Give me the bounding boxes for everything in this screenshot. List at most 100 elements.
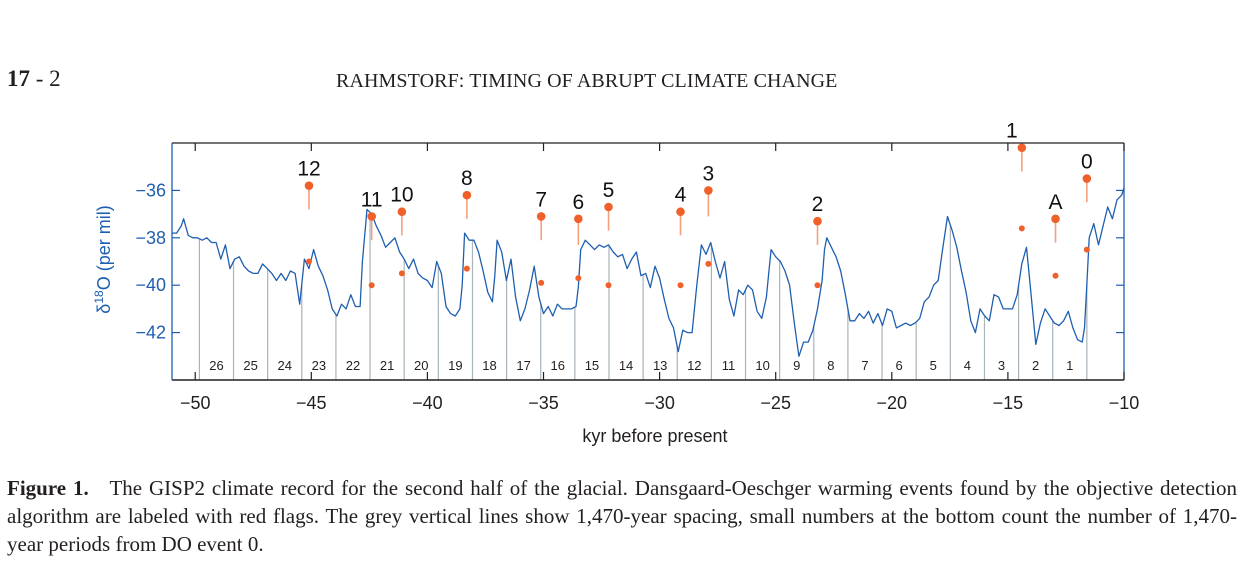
page-number-separator: -	[30, 66, 50, 91]
event-label: 7	[535, 188, 547, 211]
flag-head	[813, 216, 822, 226]
event-label: 3	[703, 162, 715, 185]
period-count-label: 5	[930, 358, 937, 373]
x-tick-label: −50	[180, 393, 211, 413]
x-tick-label: −45	[296, 393, 327, 413]
event-label: 5	[603, 179, 615, 202]
period-count-label: 14	[619, 358, 633, 373]
flag-midpoint	[1018, 225, 1025, 232]
flag-head	[704, 186, 713, 195]
page-number-bold: 17	[7, 66, 30, 91]
period-count-label: 20	[414, 358, 428, 373]
flag-head	[1017, 143, 1027, 153]
flag-midpoint	[368, 282, 375, 289]
event-label: 8	[461, 167, 473, 190]
period-count-label: 18	[482, 358, 496, 373]
event-label: 2	[812, 193, 824, 216]
flag-head	[304, 181, 314, 190]
y-axis-ticks: −36 −38 −40 −42	[135, 180, 1124, 343]
x-tick-label: −30	[644, 393, 675, 413]
series-line-gisp2	[172, 187, 1125, 357]
flag-midpoint	[1052, 272, 1059, 279]
y-tick-label: −38	[135, 228, 166, 248]
period-count-label: 1	[1066, 358, 1073, 373]
flag-midpoint	[705, 260, 712, 267]
event-flag-10: 10	[390, 184, 414, 277]
x-axis-label: kyr before present	[582, 426, 727, 446]
event-label: 10	[390, 184, 413, 207]
page-number: 17 - 2	[7, 66, 61, 92]
x-tick-label: −40	[412, 393, 443, 413]
period-count-label: 17	[516, 358, 530, 373]
event-flag-2: 2	[812, 193, 824, 289]
y-axis-label-rest: O (per mil)	[94, 205, 114, 290]
period-count-label: 13	[653, 358, 667, 373]
figure-caption: Figure 1. The GISP2 climate record for t…	[7, 474, 1237, 558]
y-axis-label: δ18O (per mil)	[92, 205, 114, 313]
flag-head	[1051, 214, 1060, 224]
plot-frame	[171, 142, 1125, 381]
period-count-label: 6	[896, 358, 903, 373]
period-count-label: 12	[687, 358, 701, 373]
event-flag-3: 3	[703, 162, 715, 267]
x-tick-label: −20	[877, 393, 908, 413]
flag-head	[676, 207, 685, 217]
period-count-label: 21	[380, 358, 394, 373]
event-label: 1	[1006, 120, 1018, 143]
page-number-sub: 2	[49, 66, 61, 91]
event-label: 4	[675, 184, 687, 207]
flag-head	[397, 207, 407, 217]
flag-head	[604, 202, 613, 212]
event-label: A	[1048, 191, 1062, 214]
period-count-label: 19	[448, 358, 462, 373]
event-flag-1: 1	[1006, 120, 1027, 232]
caption-label: Figure 1.	[7, 476, 89, 500]
period-count-label: 10	[755, 358, 769, 373]
flag-midpoint	[538, 279, 545, 286]
running-head: RAHMSTORF: TIMING OF ABRUPT CLIMATE CHAN…	[336, 70, 838, 92]
event-label: 6	[572, 191, 584, 214]
event-flag-6: 6	[572, 191, 584, 282]
period-count-label: 26	[209, 358, 223, 373]
flag-head	[1082, 174, 1092, 183]
flag-midpoint	[463, 265, 470, 272]
event-flag-A: A	[1048, 191, 1063, 279]
flag-midpoint	[575, 275, 582, 282]
x-tick-label: −25	[760, 393, 791, 413]
event-flag-7: 7	[535, 188, 547, 286]
x-tick-label: −10	[1109, 393, 1140, 413]
y-axis-label-sup: 18	[92, 290, 106, 304]
period-count-label: 15	[585, 358, 599, 373]
flag-midpoint	[677, 282, 684, 289]
period-count-label: 2	[1032, 358, 1039, 373]
period-count-label: 9	[793, 358, 800, 373]
flag-midpoint	[605, 282, 612, 289]
period-lines	[198, 212, 1088, 380]
period-count-label: 23	[312, 358, 326, 373]
period-count-label: 8	[827, 358, 834, 373]
y-axis-label-delta: δ	[94, 304, 114, 314]
flag-midpoint	[398, 270, 405, 277]
event-label: 12	[297, 158, 320, 181]
flag-head	[462, 190, 472, 200]
period-count-label: 7	[861, 358, 868, 373]
event-flag-4: 4	[675, 184, 687, 289]
event-label: 11	[361, 188, 383, 211]
period-count-label: 3	[998, 358, 1005, 373]
period-count-label: 11	[722, 358, 736, 373]
flag-head	[367, 212, 376, 221]
event-flag-5: 5	[603, 179, 615, 289]
period-count-label: 4	[964, 358, 971, 373]
x-axis-ticks: −50 −45 −40 −35 −30 −25 −20 −15 −10	[180, 143, 1139, 413]
period-count-label: 25	[243, 358, 257, 373]
period-count-label: 16	[551, 358, 565, 373]
flag-midpoint	[305, 258, 312, 265]
event-flag-0: 0	[1081, 151, 1093, 253]
y-tick-label: −40	[135, 275, 166, 295]
x-tick-label: −35	[528, 393, 559, 413]
event-label: 0	[1081, 151, 1093, 174]
period-counts: 1234567891011121314151617181920212223242…	[209, 358, 1073, 373]
event-flag-8: 8	[461, 167, 473, 272]
y-tick-label: −42	[135, 323, 166, 343]
